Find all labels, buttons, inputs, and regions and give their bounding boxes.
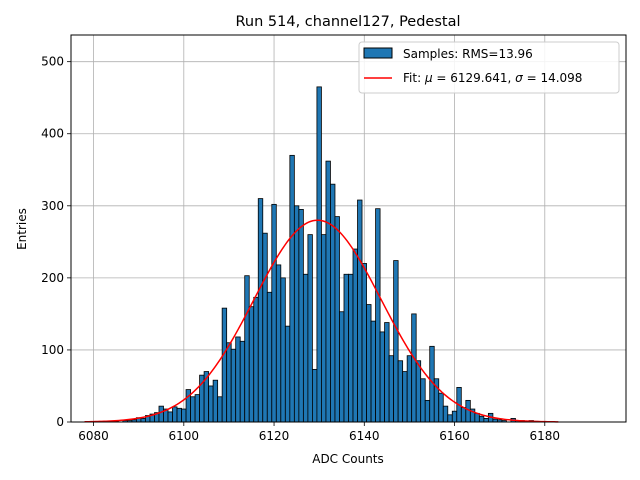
histogram-bar — [167, 411, 173, 423]
histogram-bar — [325, 160, 331, 423]
histogram-bar — [420, 378, 426, 423]
histogram-bar — [330, 183, 336, 423]
x-tick-label: 6180 — [530, 429, 561, 443]
legend-fit-sigma-value: = 14.098 — [523, 71, 583, 85]
y-tick-label: 300 — [41, 199, 64, 213]
histogram-bar — [194, 394, 200, 423]
histogram-bar — [293, 205, 300, 423]
histogram-bar — [275, 264, 282, 423]
histogram-bar — [411, 313, 417, 423]
histogram-bar — [230, 348, 237, 423]
y-axis-ticks: 0 100 200 300 400 500 — [41, 55, 71, 429]
histogram-bars — [113, 86, 539, 423]
legend-fit-label: Fit: μ = 6129.641, σ = 14.098 — [403, 71, 582, 85]
histogram-bar — [307, 234, 313, 423]
histogram-bar — [253, 296, 259, 423]
histogram-bar — [172, 406, 178, 423]
legend-fit-prefix: Fit: — [403, 71, 425, 85]
histogram-bar — [339, 311, 345, 423]
y-tick-label: 0 — [56, 415, 64, 429]
histogram-bar — [176, 407, 182, 423]
gaussian-fit-line — [84, 219, 559, 423]
histogram-bar — [397, 360, 404, 423]
histogram-bar — [262, 232, 268, 423]
histogram-bar — [280, 277, 286, 423]
chart-title: Run 514, channel127, Pedestal — [235, 14, 460, 30]
histogram-bar — [221, 307, 228, 423]
histogram-bar — [239, 340, 246, 423]
histogram-bar — [235, 336, 241, 423]
histogram-bar — [244, 275, 250, 423]
histogram-bar — [447, 414, 453, 423]
histogram-bar — [393, 260, 399, 423]
x-axis-ticks: 6080 6100 6120 6140 6160 6180 — [78, 422, 560, 443]
legend-box — [358, 41, 620, 94]
histogram-bar — [343, 273, 349, 423]
x-axis-label: ADC Counts — [312, 452, 384, 466]
histogram-bar — [438, 392, 444, 423]
histogram-bar — [451, 410, 458, 423]
x-tick-label: 6160 — [439, 429, 470, 443]
histogram-bar — [316, 86, 322, 423]
histogram-bar — [158, 405, 164, 423]
histogram-bar — [248, 306, 255, 423]
histogram-bar — [212, 379, 219, 423]
legend-fit-mu-symbol: μ — [424, 71, 433, 85]
histogram-bar — [140, 417, 146, 423]
y-tick-label: 200 — [41, 271, 64, 285]
x-tick-label: 6100 — [169, 429, 200, 443]
histogram-bar — [483, 417, 489, 423]
histogram-bar — [370, 320, 376, 423]
histogram-bar — [226, 342, 232, 423]
histogram-bar — [190, 396, 196, 423]
histogram-bar — [379, 331, 385, 423]
histogram-bar — [415, 360, 422, 423]
histogram-bar — [312, 368, 318, 423]
histogram-bar — [284, 325, 291, 423]
histogram-bar — [388, 355, 395, 423]
legend-fit-sigma-symbol: σ — [515, 71, 523, 85]
legend: Samples: RMS=13.96 Fit: μ = 6129.641, σ … — [358, 41, 620, 94]
histogram-bar — [474, 412, 480, 423]
histogram-bar — [181, 408, 187, 423]
histogram-bar — [334, 216, 340, 423]
legend-samples-swatch — [363, 47, 393, 59]
x-tick-label: 6080 — [78, 429, 109, 443]
histogram-bar — [361, 263, 367, 423]
legend-fit-mu-value: = 6129.641, — [433, 71, 516, 85]
y-tick-label: 100 — [41, 343, 64, 357]
histogram-bar — [302, 273, 309, 423]
histogram-bar — [402, 371, 408, 423]
histogram-bar — [217, 396, 223, 423]
histogram-bar — [266, 291, 273, 423]
histogram-bar — [208, 385, 214, 423]
histogram-bar — [478, 415, 485, 423]
histogram-bar — [257, 198, 264, 423]
histogram-bar — [424, 399, 431, 423]
histogram-bar — [375, 208, 381, 423]
x-tick-label: 6120 — [259, 429, 290, 443]
histogram-bar — [460, 407, 467, 423]
histogram-bar — [366, 304, 372, 423]
histogram-bar — [289, 154, 295, 423]
histogram-bar — [406, 355, 413, 423]
legend-samples-label: Samples: RMS=13.96 — [403, 47, 533, 61]
histogram-bar — [298, 209, 304, 423]
histogram-bar — [271, 203, 277, 423]
histogram-bar — [442, 405, 449, 423]
histogram-bar — [357, 199, 363, 423]
histogram-bar — [384, 322, 390, 423]
x-tick-label: 6140 — [349, 429, 380, 443]
histogram-bar — [321, 234, 327, 423]
y-tick-label: 400 — [41, 127, 64, 141]
y-axis-label: Entries — [15, 208, 29, 250]
histogram-bar — [348, 273, 354, 423]
y-tick-label: 500 — [41, 55, 64, 69]
plot-frame — [70, 34, 627, 423]
histogram-bar — [352, 248, 358, 423]
